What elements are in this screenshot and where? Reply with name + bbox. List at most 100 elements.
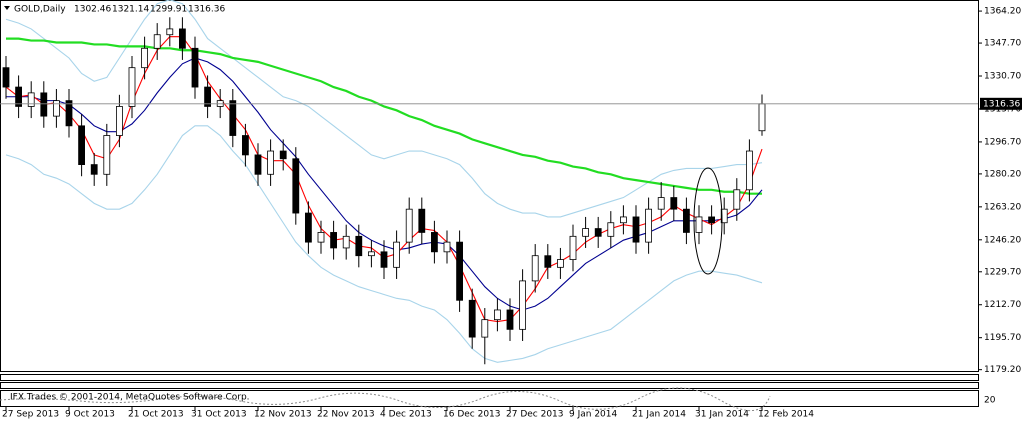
candle-body: [342, 235, 350, 249]
x-tick-label: 9 Oct 2013: [65, 410, 115, 420]
candle-body: [367, 251, 375, 257]
candle-body: [304, 212, 312, 243]
x-tick-label: 4 Dec 2013: [380, 410, 432, 420]
x-tick-label: 31 Oct 2013: [191, 410, 247, 420]
candle-body: [229, 100, 237, 136]
sub-panel: [0, 390, 979, 407]
candle-body: [645, 208, 652, 243]
x-tick-label: 21 Oct 2013: [128, 410, 184, 420]
candle-body: [116, 106, 123, 136]
candle-body: [78, 125, 85, 165]
candle-body: [607, 222, 615, 237]
candle-body: [191, 47, 199, 88]
candle-body: [279, 150, 287, 160]
x-tick-label: 9 Jan 2014: [569, 410, 617, 420]
candle-body: [405, 208, 413, 243]
candle-body: [166, 28, 174, 36]
indicator-line: [0, 387, 771, 412]
candle-body: [103, 135, 111, 175]
candle-body: [393, 241, 401, 268]
candle-body: [27, 92, 35, 107]
x-tick-label: 21 Jan 2014: [632, 410, 686, 420]
candle-body: [254, 154, 262, 175]
candle-body: [683, 208, 690, 233]
candle-body: [695, 216, 703, 233]
candle-body: [178, 28, 186, 49]
candle-body: [733, 189, 741, 210]
candle-body: [355, 235, 363, 257]
header-open: 1302.46: [74, 5, 111, 15]
candle-body: [544, 255, 552, 268]
y-tick-label: 1229.70: [984, 267, 1021, 277]
x-tick-label: 12 Feb 2014: [758, 410, 814, 420]
y-tick-label: 1280.20: [984, 169, 1021, 179]
candle-body: [569, 235, 577, 260]
candle-body: [90, 164, 98, 175]
indicator-line: [5, 0, 763, 218]
candle-body: [65, 100, 73, 127]
candle-body: [53, 100, 60, 117]
price-label: 1316.36: [983, 99, 1020, 109]
candle-body: [330, 232, 338, 249]
header-low: 1299.91: [150, 5, 187, 15]
price-label-box: [980, 97, 1022, 110]
header-high: 1321.14: [112, 5, 149, 15]
candle-body: [204, 86, 212, 107]
candle-body: [141, 47, 149, 69]
y-tick-label: 1330.70: [984, 72, 1021, 82]
sub-panel: [0, 382, 979, 389]
candle-body: [758, 103, 766, 132]
y-tick-label: 1195.70: [984, 333, 1021, 343]
subwindow-label: 20: [984, 396, 996, 406]
x-tick-label: 16 Dec 2013: [443, 410, 501, 420]
x-tick-label: 27 Sep 2013: [2, 410, 59, 420]
indicator-line: [5, 125, 763, 363]
candle-body: [153, 34, 161, 49]
candle-body: [15, 86, 23, 107]
header-close: 1316.36: [188, 5, 225, 15]
watermark: IFX Trades © 2001-2014, MetaQuotes Softw…: [10, 393, 250, 403]
y-tick-label: 1179.20: [984, 365, 1021, 375]
candle-body: [657, 197, 665, 210]
candle-body: [380, 251, 388, 268]
candle-body: [40, 92, 48, 117]
candle-body: [582, 228, 589, 237]
x-tick-label: 22 Nov 2013: [317, 410, 375, 420]
candle-body: [506, 309, 514, 330]
sub-panel: [0, 374, 979, 381]
main-panel: [0, 0, 979, 372]
candle-body: [519, 280, 526, 330]
candle-body: [456, 241, 464, 301]
candle-body: [241, 135, 249, 156]
candle-body: [430, 232, 438, 253]
chart-title: GOLD,Daily: [14, 5, 66, 15]
x-tick-label: 31 Jan 2014: [695, 410, 749, 420]
candle-body: [267, 150, 275, 175]
y-tick-label: 1263.20: [984, 202, 1021, 212]
candle-body: [594, 228, 602, 237]
candle-body: [632, 216, 640, 243]
candle-body: [746, 150, 753, 191]
candle-body: [720, 208, 728, 224]
candle-body: [557, 259, 564, 268]
y-tick-label: 1364.20: [984, 7, 1021, 17]
candle-body: [531, 255, 539, 282]
candle-body: [670, 197, 678, 210]
y-tick-label: 1246.20: [984, 235, 1021, 245]
indicator-line: [6, 37, 762, 195]
candle-body: [128, 67, 136, 107]
candle-body: [443, 241, 451, 253]
candle-body: [418, 208, 426, 233]
y-tick-label: 1347.70: [984, 39, 1021, 49]
candle-body: [481, 319, 489, 338]
menu-arrow: [4, 6, 10, 10]
candle-body: [317, 232, 325, 243]
candle-body: [620, 216, 627, 224]
y-tick-label: 1212.70: [984, 300, 1021, 310]
candle-body: [2, 67, 10, 88]
candle-body: [708, 216, 715, 224]
y-tick-label: 1296.70: [984, 137, 1021, 147]
annotation-ellipse: [693, 167, 723, 275]
x-tick-label: 12 Nov 2013: [254, 410, 312, 420]
